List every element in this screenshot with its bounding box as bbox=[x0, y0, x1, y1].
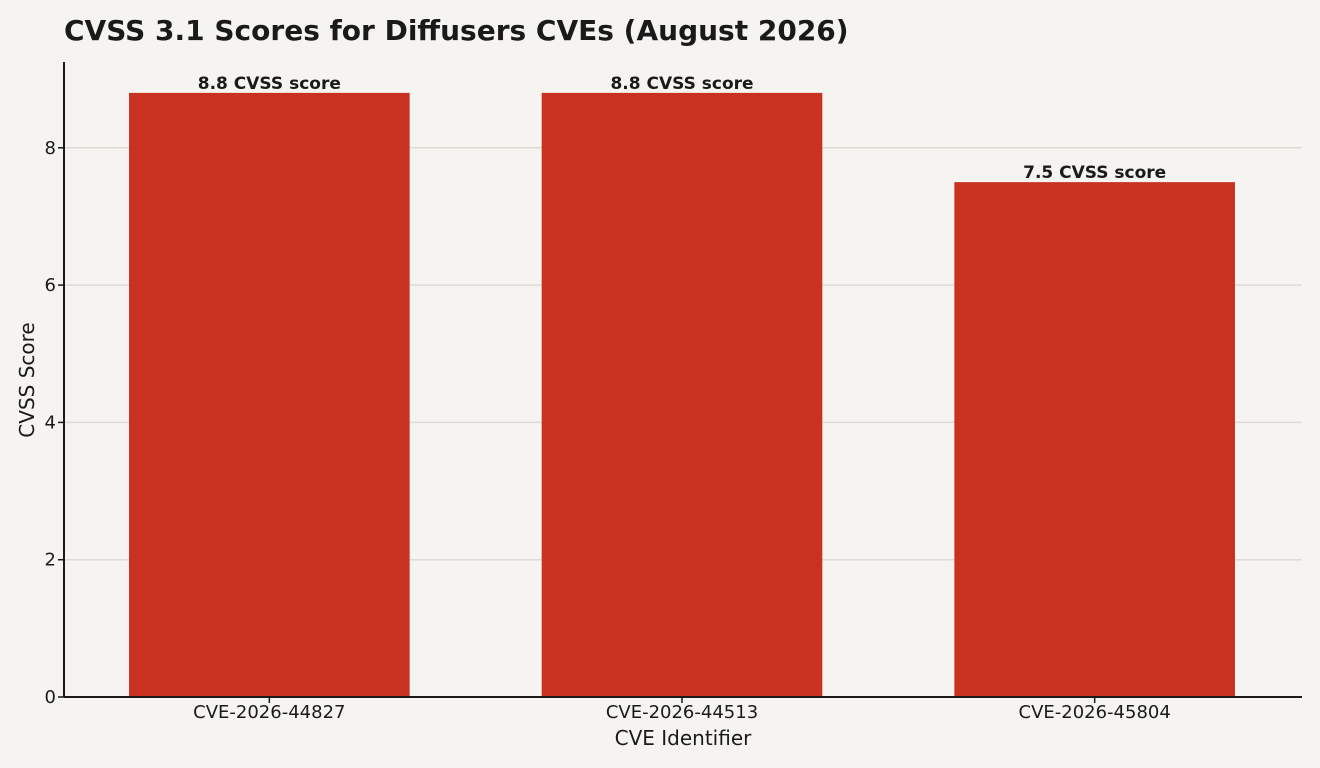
data-label-1: 8.8 CVSS score bbox=[610, 74, 753, 94]
y-tick-label-3: 6 bbox=[45, 275, 56, 296]
bar-0 bbox=[129, 92, 410, 697]
x-axis-label: CVE Identifier bbox=[615, 726, 753, 750]
y-tick-label-2: 4 bbox=[45, 412, 56, 433]
chart-title: CVSS 3.1 Scores for Diffusers CVEs (Augu… bbox=[64, 14, 849, 47]
x-tick-label-0: CVE-2026-44827 bbox=[193, 702, 345, 723]
bar-2 bbox=[954, 182, 1235, 697]
y-tick-label-0: 0 bbox=[45, 687, 56, 708]
y-tick-label-4: 8 bbox=[45, 138, 56, 159]
x-tick-label-1: CVE-2026-44513 bbox=[606, 702, 758, 723]
y-tick-label-1: 2 bbox=[45, 550, 56, 571]
y-axis-label: CVSS Score bbox=[15, 322, 39, 437]
data-label-0: 8.8 CVSS score bbox=[198, 74, 341, 94]
y-axis-ticks: 0 2 4 6 8 bbox=[45, 138, 64, 708]
bars bbox=[129, 92, 1235, 697]
x-axis-ticks: CVE-2026-44827 CVE-2026-44513 CVE-2026-458… bbox=[193, 697, 1171, 723]
x-tick-label-2: CVE-2026-45804 bbox=[1019, 702, 1171, 723]
data-label-2: 7.5 CVSS score bbox=[1023, 163, 1166, 183]
data-labels: 8.8 CVSS score 8.8 CVSS score 7.5 CVSS sco… bbox=[198, 74, 1166, 183]
bar-1 bbox=[541, 92, 823, 697]
